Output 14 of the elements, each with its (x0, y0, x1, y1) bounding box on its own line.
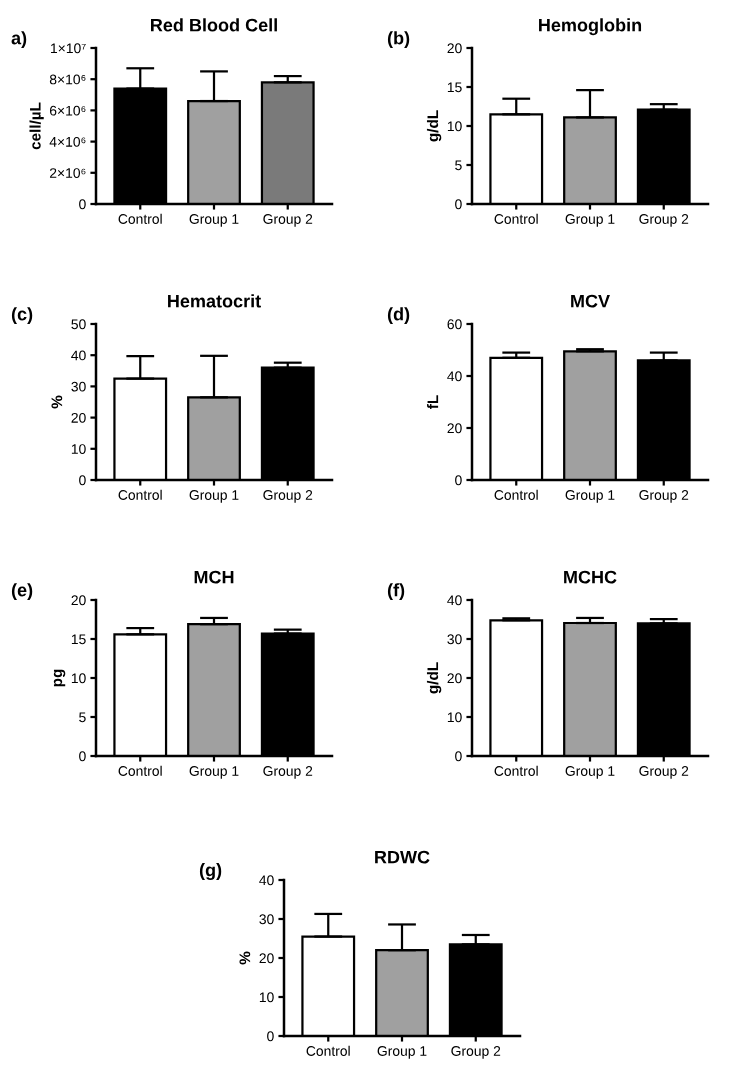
text: a) (11, 31, 27, 48)
text: (b) (387, 31, 410, 48)
chart-title: MCH (194, 570, 234, 584)
text: (f) (387, 583, 405, 600)
chart-title: MCV (571, 294, 610, 308)
text: (d) (387, 307, 410, 324)
chart-title: Hemoglobin (539, 18, 642, 36)
chart-title: Hematocrit (168, 294, 261, 308)
text: (e) (11, 583, 33, 600)
text: (c) (11, 307, 33, 324)
text: (g) (199, 863, 222, 880)
chart-title: RDWC (375, 850, 430, 864)
chart-title: MCHC (564, 570, 617, 584)
chart-title: Red Blood Cell (151, 18, 277, 32)
